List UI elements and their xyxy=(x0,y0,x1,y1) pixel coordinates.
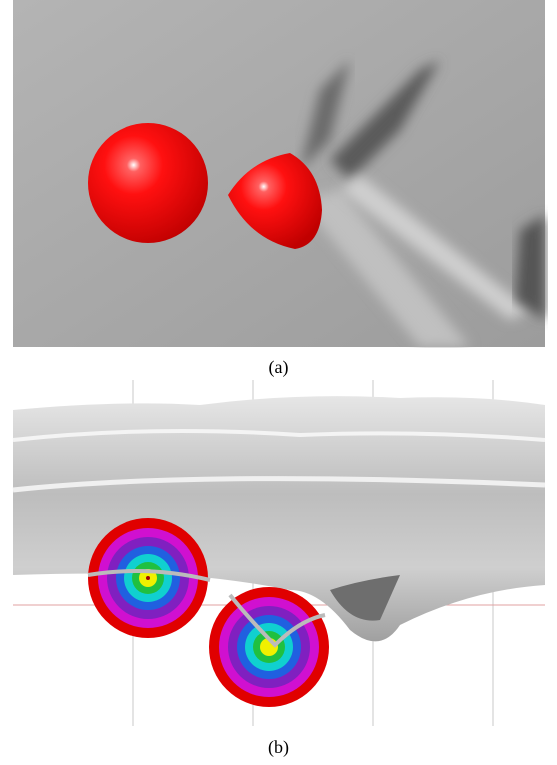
panel-a-image xyxy=(0,0,557,348)
caption: (a) xyxy=(0,357,557,378)
rings-sphere xyxy=(209,587,329,707)
panel-b-image xyxy=(0,380,557,730)
caption: (b) xyxy=(0,737,557,758)
rings-sphere xyxy=(88,518,208,638)
figure: (a) (b) xyxy=(0,0,557,765)
sphere xyxy=(88,123,208,243)
